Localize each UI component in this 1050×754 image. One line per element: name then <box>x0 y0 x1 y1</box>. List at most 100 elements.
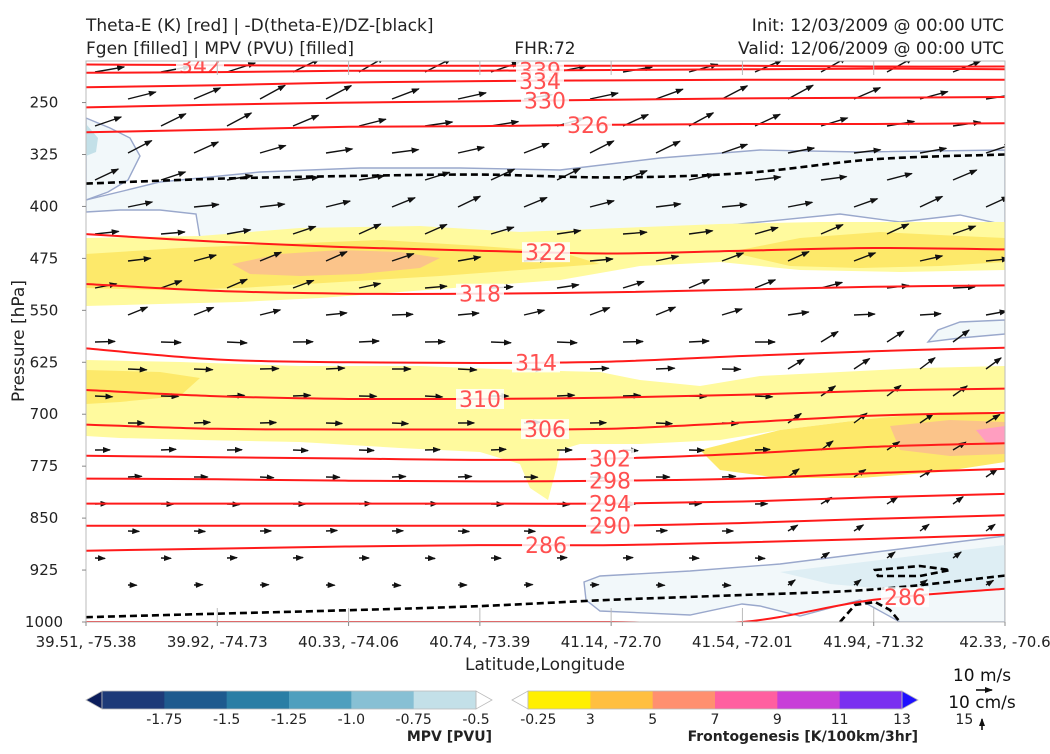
wind-vector-arrow <box>326 86 351 99</box>
wind-vector-arrow <box>986 524 995 531</box>
wind-vector-arrow <box>95 67 124 72</box>
wind-vector-arrow <box>722 476 736 477</box>
wind-vector-arrow <box>656 89 683 99</box>
wind-vector-arrow <box>623 282 644 288</box>
wind-vector-arrow <box>161 232 185 234</box>
wind-vector-arrow <box>194 369 213 370</box>
wind-vector-arrow <box>854 359 870 369</box>
wind-vector-arrow <box>590 141 614 153</box>
colorbar-swatch <box>777 691 840 709</box>
x-tick-label: 39.51, -75.38 <box>36 633 137 651</box>
colorbar-swatch <box>102 691 165 709</box>
wind-vector-arrow <box>722 309 742 315</box>
theta-e-contour-label: 318 <box>459 283 501 308</box>
wind-vector-arrow <box>788 85 813 99</box>
wind-vector-arrow <box>161 449 176 450</box>
wind-vector-arrow <box>194 88 220 99</box>
wind-vector-arrow <box>656 531 667 532</box>
wind-vector-arrow <box>425 396 443 397</box>
colorbar-swatch <box>227 691 290 709</box>
wind-vector-arrow <box>293 558 303 559</box>
wind-vector-arrow <box>656 307 675 315</box>
wind-vector-arrow <box>887 497 898 504</box>
colorbar-swatch <box>528 691 591 709</box>
mpv-colorbar-title: MPV [PVU] <box>407 729 492 745</box>
wind-vector-arrow <box>194 307 214 315</box>
wind-vector-arrow <box>326 530 337 531</box>
colorbar-tick-label: -1.5 <box>213 712 240 728</box>
colorbar-tick-label: -1.25 <box>271 712 307 728</box>
colorbar-swatch <box>289 691 352 709</box>
wind-vector-arrow <box>458 476 472 477</box>
colorbar-tick-label: 5 <box>648 712 657 728</box>
wind-vector-arrow <box>458 531 469 532</box>
wind-vector-arrow <box>986 311 1007 315</box>
wind-vector-arrow <box>359 341 379 342</box>
wind-vector-arrow <box>359 450 374 451</box>
colorbar-swatch <box>414 691 477 709</box>
theta-e-contour-label: 314 <box>515 351 557 376</box>
colorbar-swatch <box>590 691 653 709</box>
wind-vector-arrow <box>293 395 311 396</box>
colorbar-swatch <box>715 691 778 709</box>
wind-vector-arrow <box>392 423 408 424</box>
wind-vector-arrow <box>788 359 804 369</box>
colorbar-tick-label: 11 <box>831 712 849 728</box>
wind-vector-arrow <box>293 450 308 451</box>
wind-vectors <box>95 57 1014 585</box>
x-tick-label: 40.74, -73.39 <box>429 633 530 651</box>
wind-vector-arrow <box>557 395 575 396</box>
wind-vector-arrow <box>95 231 119 234</box>
wind-vector-arrow <box>920 314 941 315</box>
wind-vector-arrow <box>425 558 435 559</box>
wind-vector-arrow <box>656 423 672 424</box>
wind-vector-arrow <box>161 172 185 180</box>
y-tick-label: 550 <box>30 301 59 319</box>
wind-vector-arrow <box>557 285 579 288</box>
colorbar-tick-label: 3 <box>586 712 595 728</box>
colorbar-tick-label: -1.75 <box>146 712 182 728</box>
wind-vector-arrow <box>623 342 643 343</box>
wind-vector-arrow <box>260 310 280 315</box>
wind-vector-arrow <box>458 313 479 315</box>
wind-vector-arrow <box>557 342 577 343</box>
wind-vector-arrow <box>227 113 251 126</box>
wind-vector-arrow <box>590 368 609 369</box>
wind-vector-arrow <box>326 313 347 315</box>
chart-title-left-1: Theta-E (K) [red] | -D(theta-E)/DZ-[blac… <box>85 16 434 36</box>
colorbar-swatch <box>840 691 903 709</box>
y-tick-label: 625 <box>30 353 59 371</box>
theta-e-contour-line <box>86 515 1005 526</box>
wind-vector-arrow <box>128 92 156 99</box>
wind-vector-arrow <box>458 147 484 153</box>
colorbar-swatch <box>653 691 716 709</box>
x-tick-label: 42.33, -70.6 <box>959 633 1050 651</box>
wind-vector-arrow <box>95 117 121 126</box>
theta-e-contour-label: 290 <box>589 515 631 540</box>
colorbar-end-left <box>86 691 102 709</box>
wind-vector-arrow <box>392 314 413 315</box>
colorbar-tick-label: 15 <box>955 712 973 728</box>
x-tick-label: 41.14, -72.70 <box>561 633 662 651</box>
y-axis-label: Pressure [hPa] <box>9 280 29 402</box>
colorbar-end-right <box>902 691 918 709</box>
wind-vector-arrow <box>689 280 709 289</box>
colorbar-tick-label: 13 <box>893 712 911 728</box>
wind-vector-arrow <box>722 86 747 99</box>
wind-vector-arrow <box>293 115 319 126</box>
wind-vector-arrow <box>458 93 486 99</box>
theta-e-contour-label: 310 <box>459 388 501 413</box>
wind-vector-arrow <box>458 369 477 370</box>
wind-vector-arrow <box>821 552 829 558</box>
wind-vector-arrow <box>392 477 406 478</box>
wind-vector-arrow <box>953 497 963 504</box>
wind-vector-arrow <box>359 119 386 126</box>
colorbar-tick-label: 9 <box>773 712 782 728</box>
colorbar-tick-label: -1.0 <box>338 712 365 728</box>
theta-e-contour-label: 286 <box>525 534 567 559</box>
wind-vector-arrow <box>260 477 274 478</box>
colorbar-end-left <box>512 691 528 709</box>
wind-vector-arrow <box>920 524 929 531</box>
